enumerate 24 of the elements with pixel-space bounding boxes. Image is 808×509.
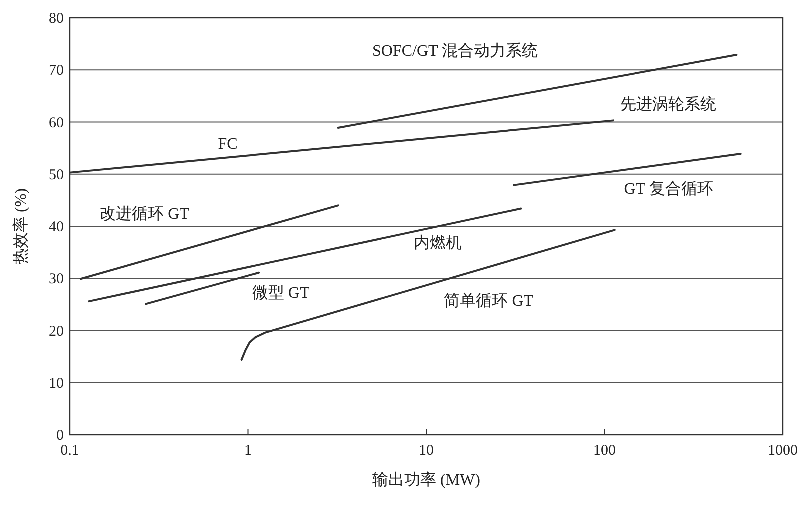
series-label: GT 复合循环 [624,180,714,198]
y-tick-label: 70 [49,63,64,80]
series-label: 简单循环 GT [444,292,534,310]
y-tick-label: 10 [49,376,64,392]
y-tick-label: 30 [49,272,64,288]
x-tick-label: 1000 [768,443,798,459]
series-label: 改进循环 GT [100,205,190,224]
y-tick-label: 80 [49,11,64,27]
x-tick-label: 0.1 [60,443,80,459]
x-tick-label: 1 [244,443,252,459]
x-tick-label: 10 [419,443,434,459]
y-axis-title: 热效率 (%) [12,188,30,264]
x-axis-title: 输出功率 (MW) [372,471,480,489]
series-label: 微型 GT [252,284,310,302]
y-tick-label: 20 [49,324,64,340]
y-tick-label: 0 [56,428,64,444]
series-label: FC [218,136,238,153]
series-label: SOFC/GT 混合动力系统 [372,42,538,60]
y-tick-label: 50 [49,167,64,184]
series-label: 内燃机 [414,234,462,252]
y-tick-label: 40 [49,220,64,236]
x-tick-label: 100 [594,443,616,459]
annotation: 先进涡轮系统 [620,96,717,114]
y-tick-label: 60 [49,115,64,132]
